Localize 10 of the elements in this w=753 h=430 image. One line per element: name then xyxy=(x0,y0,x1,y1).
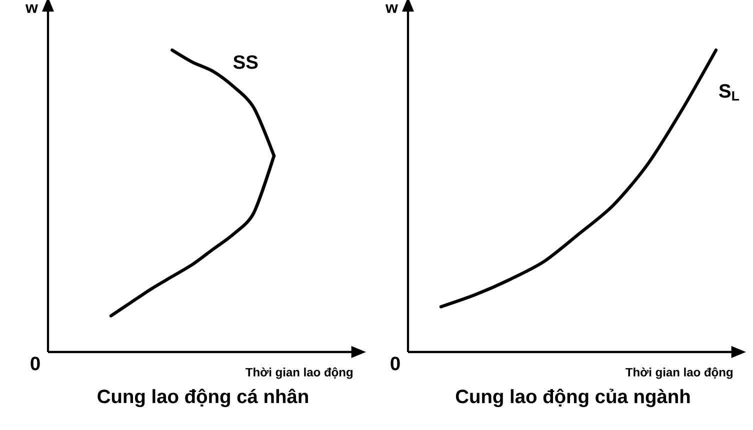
series-label: S$_{L}$ xyxy=(719,84,740,100)
text: Cung lao động cá nhân xyxy=(98,388,308,408)
y-axis-title: w xyxy=(25,4,38,13)
series-label: SS xyxy=(233,55,258,69)
text: 0 xyxy=(390,356,400,370)
x-axis-title: Thời gian lao động xyxy=(246,367,352,379)
text: 0 xyxy=(30,356,40,370)
y-axis-title: w xyxy=(385,4,398,13)
x-axis-title: Thời gian lao động xyxy=(626,367,732,379)
text: Cung lao động của ngành xyxy=(456,388,690,408)
